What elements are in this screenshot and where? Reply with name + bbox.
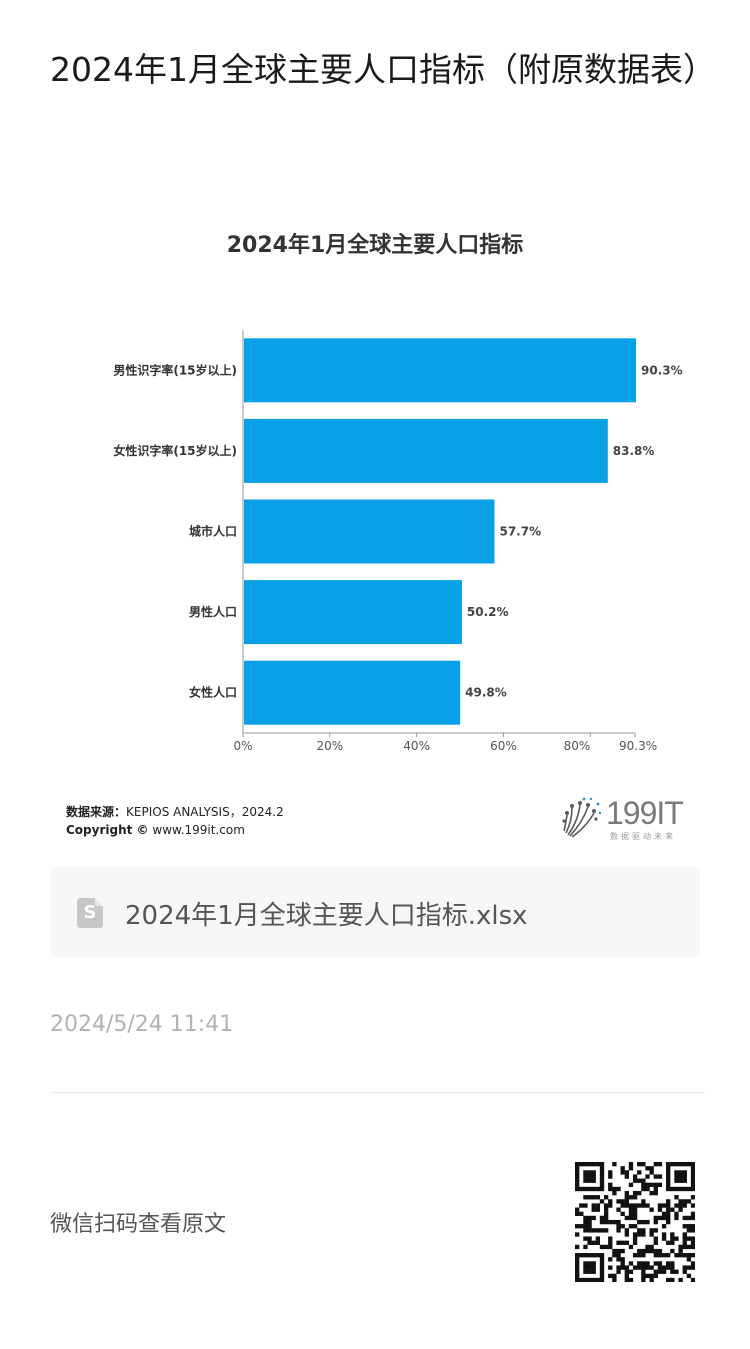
data-label: 83.8% xyxy=(613,444,655,458)
logo-tagline: 数据驱动未来 xyxy=(610,832,676,841)
post-date: 2024/5/24 11:41 xyxy=(50,1012,234,1037)
data-source-value: KEPIOS ANALYSIS，2024.2 xyxy=(126,805,284,819)
data-label: 50.2% xyxy=(467,605,509,619)
category-label: 女性识字率(15岁以上) xyxy=(113,443,237,458)
x-tick-label: 60% xyxy=(490,739,517,753)
x-tick-label: 40% xyxy=(403,739,430,753)
data-label: 57.7% xyxy=(499,525,541,539)
qr-hint-text: 微信扫码查看原文 xyxy=(50,1212,227,1237)
bar-chart: 男性识字率(15岁以上) 90.3% 女性识字率(15岁以上) 83.8% 城市人口 57… xyxy=(113,330,683,753)
category-label: 女性人口 xyxy=(189,685,237,700)
category-label: 男性识字率(15岁以上) xyxy=(113,362,237,377)
copyright-label: Copyright © xyxy=(66,823,149,837)
qr-code-icon[interactable] xyxy=(575,1162,695,1282)
category-label: 城市人口 xyxy=(189,524,237,539)
spreadsheet-file-icon: S xyxy=(77,898,103,928)
data-label: 49.8% xyxy=(465,686,507,700)
divider xyxy=(50,1092,705,1093)
bar xyxy=(244,660,461,725)
bar xyxy=(244,580,462,645)
chart-title: 2024年1月全球主要人口指标 xyxy=(226,233,524,258)
x-tick-label: 0% xyxy=(233,739,252,753)
category-label: 男性人口 xyxy=(189,604,237,619)
attachment-filename: 2024年1月全球主要人口指标.xlsx xyxy=(125,901,528,931)
x-tick-label: 80% xyxy=(564,739,591,753)
chart-image: 2024年1月全球主要人口指标 男性识字率(15岁以上) 90.3% 女性识字率(1… xyxy=(50,205,700,850)
copyright-value: www.199it.com xyxy=(152,823,245,837)
attachment-card[interactable]: S 2024年1月全球主要人口指标.xlsx xyxy=(50,867,700,957)
x-tick-label: 20% xyxy=(316,739,343,753)
x-tick-label: 90.3% xyxy=(619,739,657,753)
copyright-line: Copyright © www.199it.com xyxy=(66,823,245,837)
article-title: 2024年1月全球主要人口指标（附原数据表） xyxy=(50,50,716,89)
bar xyxy=(244,499,495,564)
bar xyxy=(244,338,636,403)
data-label: 90.3% xyxy=(641,363,683,377)
dandelion-logo-icon xyxy=(562,797,602,838)
data-source-label: 数据来源： xyxy=(66,805,127,819)
199it-logo: 199IT 数据驱动未来 xyxy=(558,795,698,843)
data-source-line: 数据来源：KEPIOS ANALYSIS，2024.2 xyxy=(66,803,284,820)
logo-text: 199IT xyxy=(606,795,684,831)
bar xyxy=(244,418,608,483)
